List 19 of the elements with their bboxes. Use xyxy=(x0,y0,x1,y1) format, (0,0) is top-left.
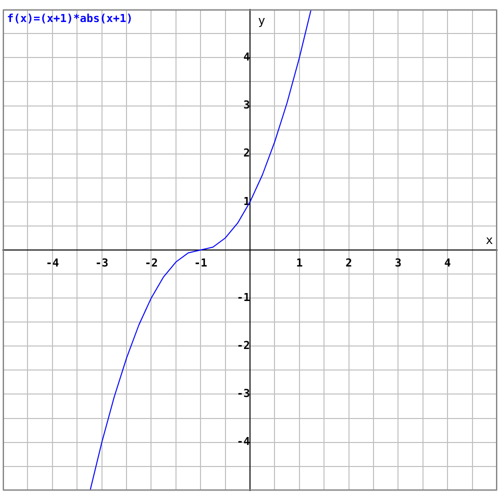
x-tick-label: -1 xyxy=(194,256,208,270)
y-tick-label: -2 xyxy=(236,339,250,352)
chart-title: f(x)=(x+1)*abs(x+1) xyxy=(7,12,133,25)
x-tick-label: -3 xyxy=(95,256,108,270)
x-tick-label: -4 xyxy=(46,256,60,270)
x-tick-label: 1 xyxy=(296,256,304,270)
y-axis-title: y xyxy=(258,14,266,28)
x-tick-label: 2 xyxy=(345,256,352,270)
y-tick-label: 2 xyxy=(243,146,250,160)
y-tick-label: -3 xyxy=(236,387,250,400)
x-tick-label: 3 xyxy=(394,256,402,270)
y-tick-label: 1 xyxy=(243,194,250,208)
y-tick-label: -4 xyxy=(236,435,250,448)
x-tick-label: -2 xyxy=(144,256,158,270)
y-tick-label: 3 xyxy=(243,98,250,112)
x-axis-title: x xyxy=(486,233,493,248)
x-tick-label: 4 xyxy=(444,256,452,270)
y-tick-label: 4 xyxy=(243,50,250,64)
y-tick-label: -1 xyxy=(236,290,250,304)
